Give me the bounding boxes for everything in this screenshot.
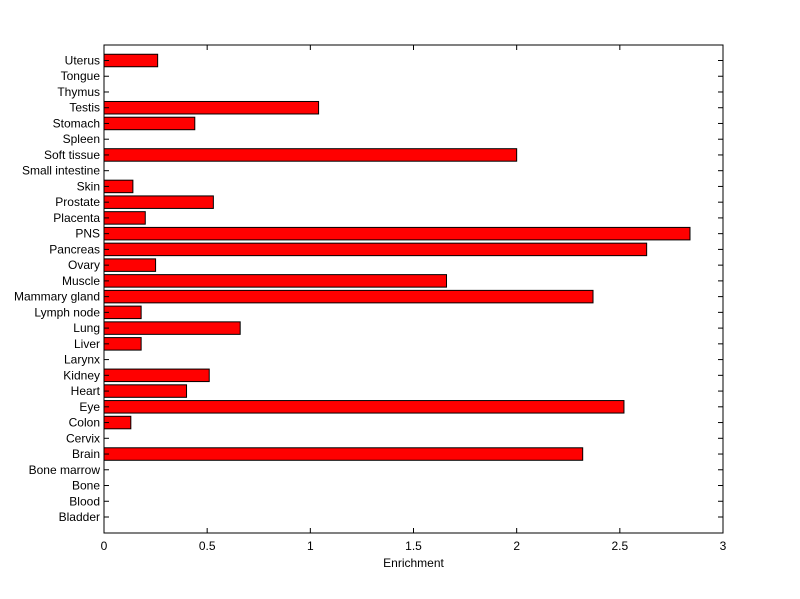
plot-frame xyxy=(103,44,724,534)
y-tick-label: Testis xyxy=(69,101,100,115)
x-tick-label: 0.5 xyxy=(199,539,216,553)
x-axis-ticks: 0 0.5 1 1.5 2 2.5 3 xyxy=(101,45,727,553)
y-tick-label: Bladder xyxy=(59,510,100,524)
y-tick-label: Muscle xyxy=(62,274,100,288)
y-tick-label: Skin xyxy=(77,179,100,193)
y-tick-label: Lymph node xyxy=(34,305,100,319)
y-tick-label: Soft tissue xyxy=(44,148,100,162)
x-tick-label: 0 xyxy=(101,539,108,553)
bar-soft-tissue xyxy=(103,148,518,162)
y-tick-label: Eye xyxy=(79,400,100,414)
bar-eye xyxy=(103,400,625,414)
y-tick-label: Liver xyxy=(74,337,100,351)
bar-prostate xyxy=(103,195,214,209)
bar-pancreas xyxy=(103,242,648,257)
bar-stomach xyxy=(103,116,196,131)
y-tick-label: Thymus xyxy=(57,85,100,99)
y-tick-label: Tongue xyxy=(61,69,101,83)
bar-heart xyxy=(103,384,188,398)
x-axis-label: Enrichment xyxy=(383,556,444,570)
bar-brain xyxy=(103,447,584,461)
y-tick-label: Cervix xyxy=(66,431,100,445)
y-tick-label: Lung xyxy=(73,321,100,335)
y-tick-label: Placenta xyxy=(53,211,100,225)
x-tick-label: 2.5 xyxy=(611,539,628,553)
y-tick-label: Stomach xyxy=(53,116,100,130)
bar-testis xyxy=(103,100,320,115)
y-tick-label: Brain xyxy=(72,447,100,461)
y-tick-label: Bone xyxy=(72,479,100,493)
y-tick-label: PNS xyxy=(75,227,100,241)
y-tick-label: Small intestine xyxy=(22,164,100,178)
x-tick-label: 1 xyxy=(307,539,314,553)
y-tick-label: Ovary xyxy=(68,258,100,272)
bar-placenta xyxy=(103,211,146,225)
bar-lung xyxy=(103,321,241,335)
x-tick-label: 1.5 xyxy=(405,539,422,553)
bar-kidney xyxy=(103,368,210,383)
y-tick-label: Spleen xyxy=(63,132,100,146)
y-tick-label: Uterus xyxy=(65,54,100,68)
y-tick-label: Kidney xyxy=(63,368,100,382)
y-tick-label: Heart xyxy=(71,384,101,398)
bar-ovary xyxy=(103,258,157,272)
y-tick-label: Blood xyxy=(69,494,100,508)
y-tick-label: Pancreas xyxy=(49,242,100,256)
y-tick-label: Colon xyxy=(69,416,100,430)
bar-lymph-node xyxy=(103,305,142,320)
y-tick-label: Bone marrow xyxy=(29,463,101,477)
y-tick-label: Mammary gland xyxy=(14,290,100,304)
bar-uterus xyxy=(103,53,159,68)
y-tick-label: Larynx xyxy=(64,353,100,367)
bar-liver xyxy=(103,337,142,351)
bar-pns xyxy=(103,226,691,241)
y-tick-label: Prostate xyxy=(55,195,100,209)
bar-muscle xyxy=(103,274,448,288)
x-tick-label: 2 xyxy=(513,539,520,553)
x-tick-label: 3 xyxy=(720,539,727,553)
bar-mammary-gland xyxy=(103,289,594,304)
